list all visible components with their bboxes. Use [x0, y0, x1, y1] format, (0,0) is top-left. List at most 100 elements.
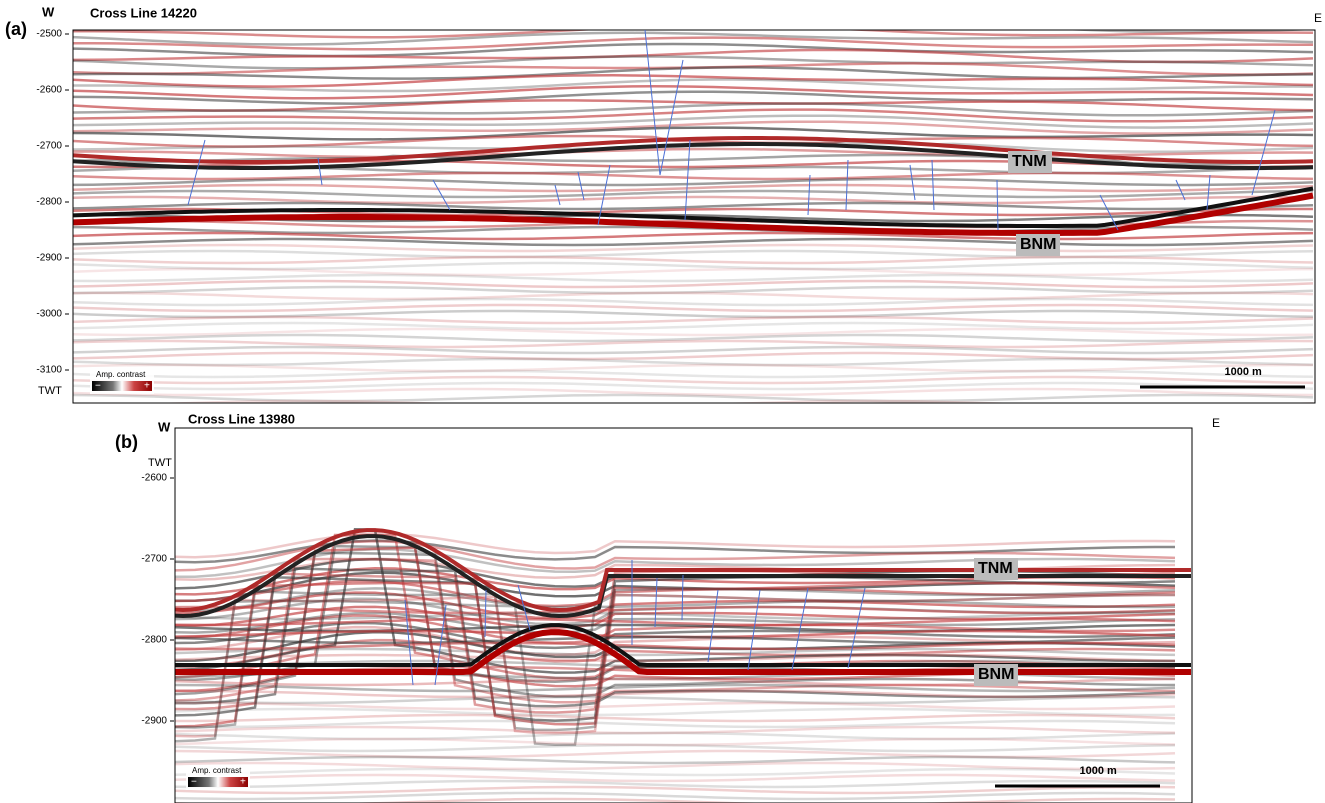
fault: [707, 589, 719, 663]
reflector: [175, 785, 1176, 795]
reflector: [175, 539, 1176, 572]
reflector: [73, 17, 1313, 27]
reflector: [175, 653, 1176, 663]
tick-label: -2600: [141, 473, 167, 484]
reflector: [73, 102, 1314, 117]
reflector: [175, 755, 1176, 765]
reflector: [73, 333, 1314, 343]
reflector: [73, 108, 1314, 123]
reflector: [73, 345, 1314, 355]
reflector: [73, 183, 1314, 193]
reflector: [73, 375, 1314, 385]
reflector: [175, 611, 1176, 621]
reflector: [175, 605, 1176, 615]
reflector: [73, 279, 1314, 289]
reflector: [73, 48, 1314, 64]
fault: [517, 584, 531, 631]
reflector: [73, 243, 1314, 253]
reflector: [175, 761, 1176, 771]
legend-minus: −: [191, 777, 197, 788]
reflector: [154, 399, 1313, 403]
reflector: [175, 581, 1176, 728]
reflector: [73, 126, 1314, 141]
reflector: [175, 587, 1175, 612]
reflector: [73, 55, 1314, 70]
fault: [747, 589, 761, 671]
legend-colorbar: [188, 777, 248, 787]
tick-label: -3100: [36, 365, 62, 376]
fault: [577, 171, 585, 201]
reflector: [73, 195, 1314, 205]
legend-minus: −: [95, 381, 101, 392]
bnm-horizon: [175, 623, 1191, 667]
horizon-label-box: [1008, 151, 1052, 173]
fault: [432, 179, 451, 211]
horizon-label: TNM: [1012, 153, 1047, 170]
reflector: [73, 321, 1314, 331]
reflector: [175, 779, 1176, 789]
fault: [187, 139, 206, 206]
horizon-label-box: [974, 664, 1018, 686]
tick-label: -2900: [36, 253, 62, 264]
west-label: W: [42, 4, 55, 19]
reflector: [73, 339, 1314, 349]
reflector: [175, 617, 1176, 627]
fault: [845, 159, 849, 211]
fault: [847, 587, 866, 669]
seismic-section: [73, 17, 1314, 403]
axis-label: TWT: [38, 385, 62, 397]
fault: [1206, 174, 1211, 211]
panel-label: (a): [5, 19, 27, 39]
reflector: [175, 599, 1176, 747]
reflector: [73, 134, 1314, 148]
reflector: [73, 357, 1314, 367]
reflector: [175, 593, 1175, 738]
fault: [931, 159, 935, 211]
reflector: [73, 387, 1314, 397]
fault: [597, 164, 611, 226]
reflector: [73, 201, 1314, 211]
reflector: [73, 147, 1314, 159]
fault: [317, 157, 323, 186]
axis-label: TWT: [148, 457, 172, 469]
section-title: Cross Line 14220: [90, 5, 197, 20]
reflector: [175, 707, 1176, 717]
reflector: [73, 171, 1314, 181]
reflector: [73, 261, 1314, 271]
fault: [996, 179, 999, 231]
bnm-horizon: [175, 629, 1191, 675]
tick-label: -2700: [36, 141, 62, 152]
tick-label: -3000: [36, 309, 62, 320]
reflector: [73, 267, 1314, 277]
reflector: [175, 611, 1176, 634]
west-label: W: [158, 419, 171, 434]
reflector: [175, 621, 1176, 650]
fault: [554, 184, 561, 206]
reflector: [175, 683, 1176, 693]
horizon-label-box: [974, 558, 1018, 580]
reflector: [175, 731, 1176, 741]
reflector: [175, 635, 1176, 645]
tick-label: -2900: [141, 716, 167, 727]
reflector: [73, 303, 1314, 313]
reflector: [175, 797, 1176, 803]
fault: [434, 604, 447, 686]
reflector: [73, 120, 1314, 135]
fault: [659, 59, 684, 176]
reflector: [175, 725, 1176, 735]
reflector: [175, 767, 1176, 777]
reflector: [73, 153, 1314, 166]
reflector: [175, 567, 1176, 708]
reflector: [73, 285, 1314, 295]
reflector: [73, 114, 1314, 129]
fault: [1099, 194, 1119, 231]
tick-label: -2700: [141, 554, 167, 565]
reflector: [175, 641, 1176, 651]
section-title: Cross Line 13980: [188, 411, 295, 426]
fault: [1251, 109, 1276, 196]
reflector: [73, 31, 1314, 46]
reflector: [73, 189, 1314, 199]
reflector: [175, 689, 1176, 699]
reflector: [73, 369, 1314, 379]
